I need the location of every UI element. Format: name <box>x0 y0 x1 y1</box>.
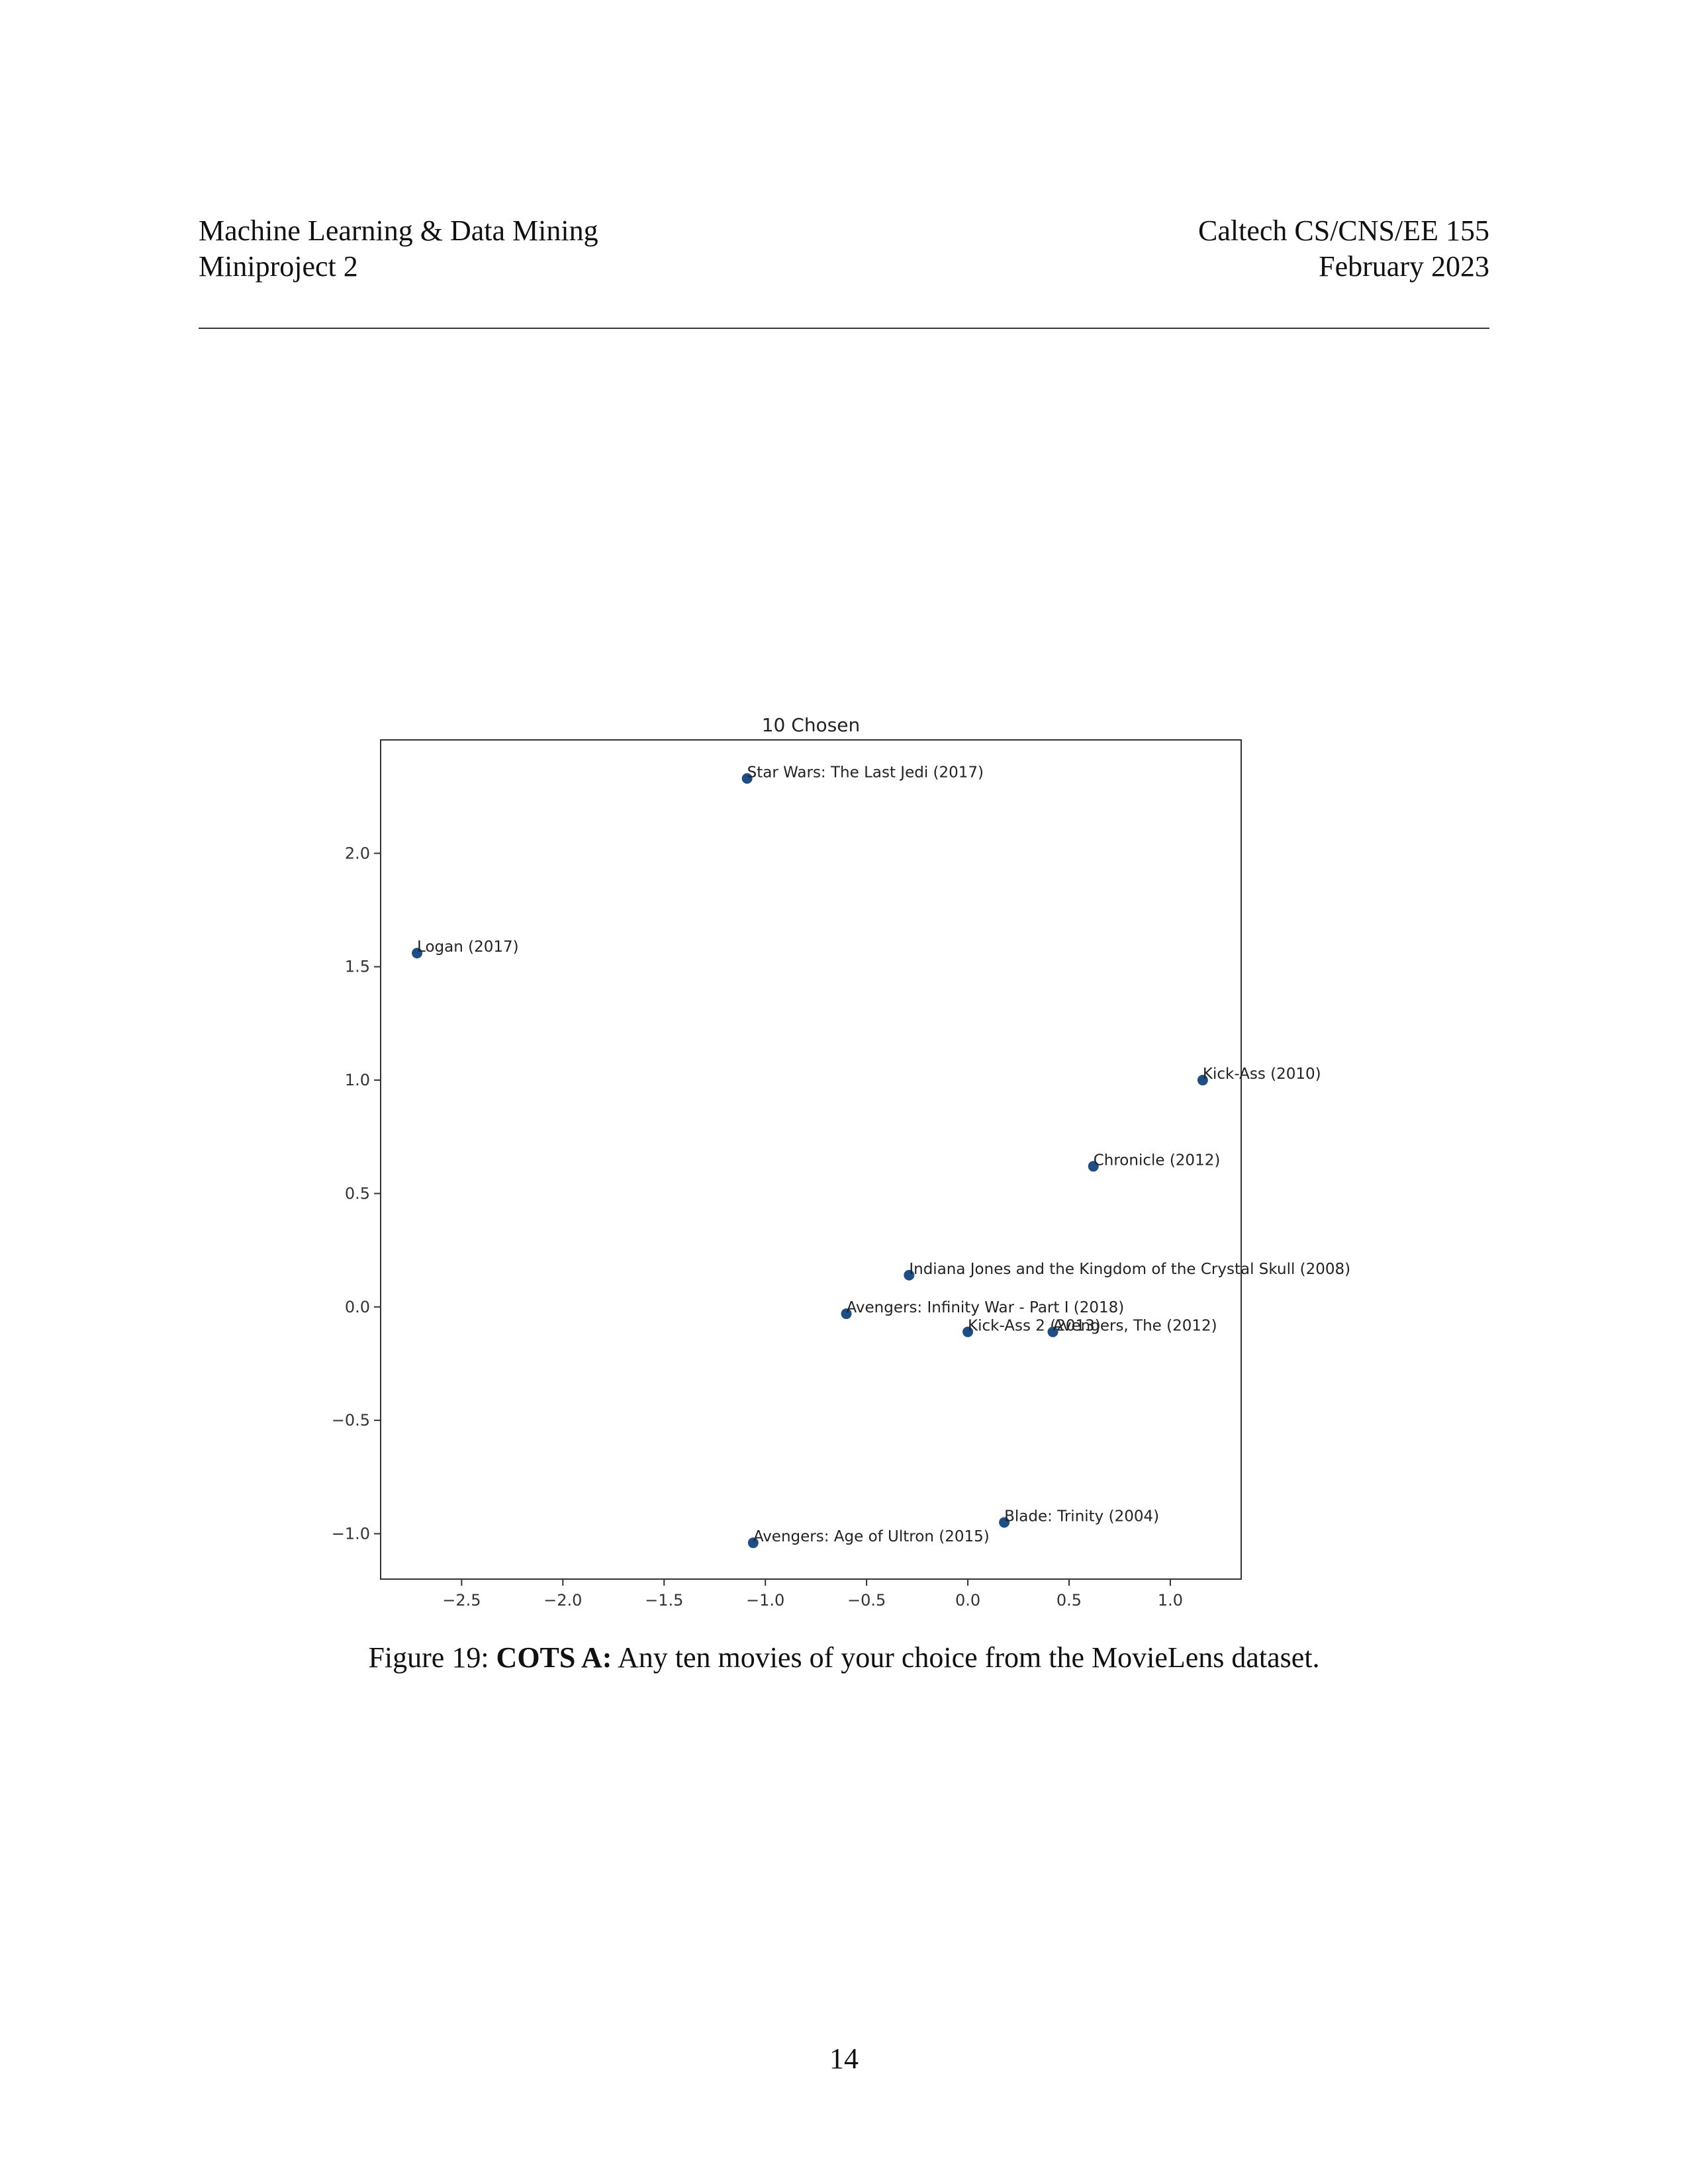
data-point <box>741 773 753 784</box>
point-label: Logan (2017) <box>417 938 519 956</box>
y-tick-label: 0.5 <box>345 1184 370 1203</box>
x-tick-label: −0.5 <box>847 1591 886 1610</box>
course-code: Caltech CS/CNS/EE 155 <box>1198 214 1489 247</box>
data-point <box>412 948 423 959</box>
point-label: Kick-Ass 2 (2013) <box>968 1317 1101 1334</box>
caption-bold: COTS A: <box>496 1641 612 1674</box>
plot-frame <box>380 739 1242 1580</box>
y-tick-label: 1.0 <box>345 1071 370 1089</box>
caption-text: Any ten movies of your choice from the M… <box>612 1641 1320 1674</box>
x-tick-label: −2.5 <box>442 1591 481 1610</box>
point-label: Avengers: Infinity War - Part I (2018) <box>847 1299 1125 1316</box>
figure-caption: Figure 19: COTS A: Any ten movies of you… <box>199 1640 1489 1676</box>
y-tick-label: 0.0 <box>345 1298 370 1316</box>
data-point <box>1047 1326 1058 1338</box>
y-tick-label: 2.0 <box>345 844 370 862</box>
data-point <box>999 1517 1010 1528</box>
scatter-chart: 10 Chosen −2.5 −2.0 −1.5 −1.0 −0.5 0.0 0.5 1.0 … <box>332 714 1350 1610</box>
point-label: Indiana Jones and the Kingdom of the Cry… <box>909 1261 1350 1278</box>
y-tick-label: −1.0 <box>332 1524 370 1543</box>
data-point <box>747 1537 759 1549</box>
point-label: Star Wars: The Last Jedi (2017) <box>747 764 984 781</box>
point-label: Kick-Ass (2010) <box>1203 1066 1321 1083</box>
x-tick-label: −1.5 <box>645 1591 683 1610</box>
y-tick-label: −0.5 <box>332 1411 370 1430</box>
data-point <box>904 1269 915 1281</box>
x-axis: −2.5 −2.0 −1.5 −1.0 −0.5 0.0 0.5 1.0 <box>442 1579 1183 1610</box>
caption-prefix: Figure 19: <box>368 1641 496 1674</box>
x-tick-label: 1.0 <box>1158 1591 1183 1610</box>
x-tick-label: 0.5 <box>1056 1591 1082 1610</box>
page-number: 14 <box>829 2042 859 2075</box>
x-tick-label: 0.0 <box>955 1591 980 1610</box>
header-rule <box>199 328 1489 329</box>
point-label: Chronicle (2012) <box>1094 1152 1221 1169</box>
header-right: Caltech CS/CNS/EE 155 February 2023 <box>1198 213 1489 285</box>
x-tick-label: −1.0 <box>746 1591 784 1610</box>
header-left: Machine Learning & Data Mining Miniproje… <box>199 213 598 285</box>
course-name: Machine Learning & Data Mining <box>199 214 598 247</box>
data-point <box>841 1308 852 1320</box>
point-label: Avengers, The (2012) <box>1053 1317 1217 1334</box>
point-label: Avengers: Age of Ultron (2015) <box>753 1528 990 1545</box>
chart-title: 10 Chosen <box>762 714 861 736</box>
data-point <box>1197 1075 1208 1086</box>
figure-19: 10 Chosen −2.5 −2.0 −1.5 −1.0 −0.5 0.0 0.5 1.0 … <box>305 702 1390 1628</box>
date: February 2023 <box>1319 250 1489 283</box>
x-tick-label: −2.0 <box>543 1591 582 1610</box>
project-name: Miniproject 2 <box>199 250 358 283</box>
y-tick-label: 1.5 <box>345 958 370 976</box>
data-points: Star Wars: The Last Jedi (2017) Logan (20… <box>412 764 1350 1549</box>
y-axis: −1.0 −0.5 0.0 0.5 1.0 1.5 2.0 <box>332 844 381 1543</box>
data-point <box>1088 1161 1099 1172</box>
data-point <box>962 1326 974 1338</box>
point-label: Blade: Trinity (2004) <box>1004 1508 1159 1525</box>
